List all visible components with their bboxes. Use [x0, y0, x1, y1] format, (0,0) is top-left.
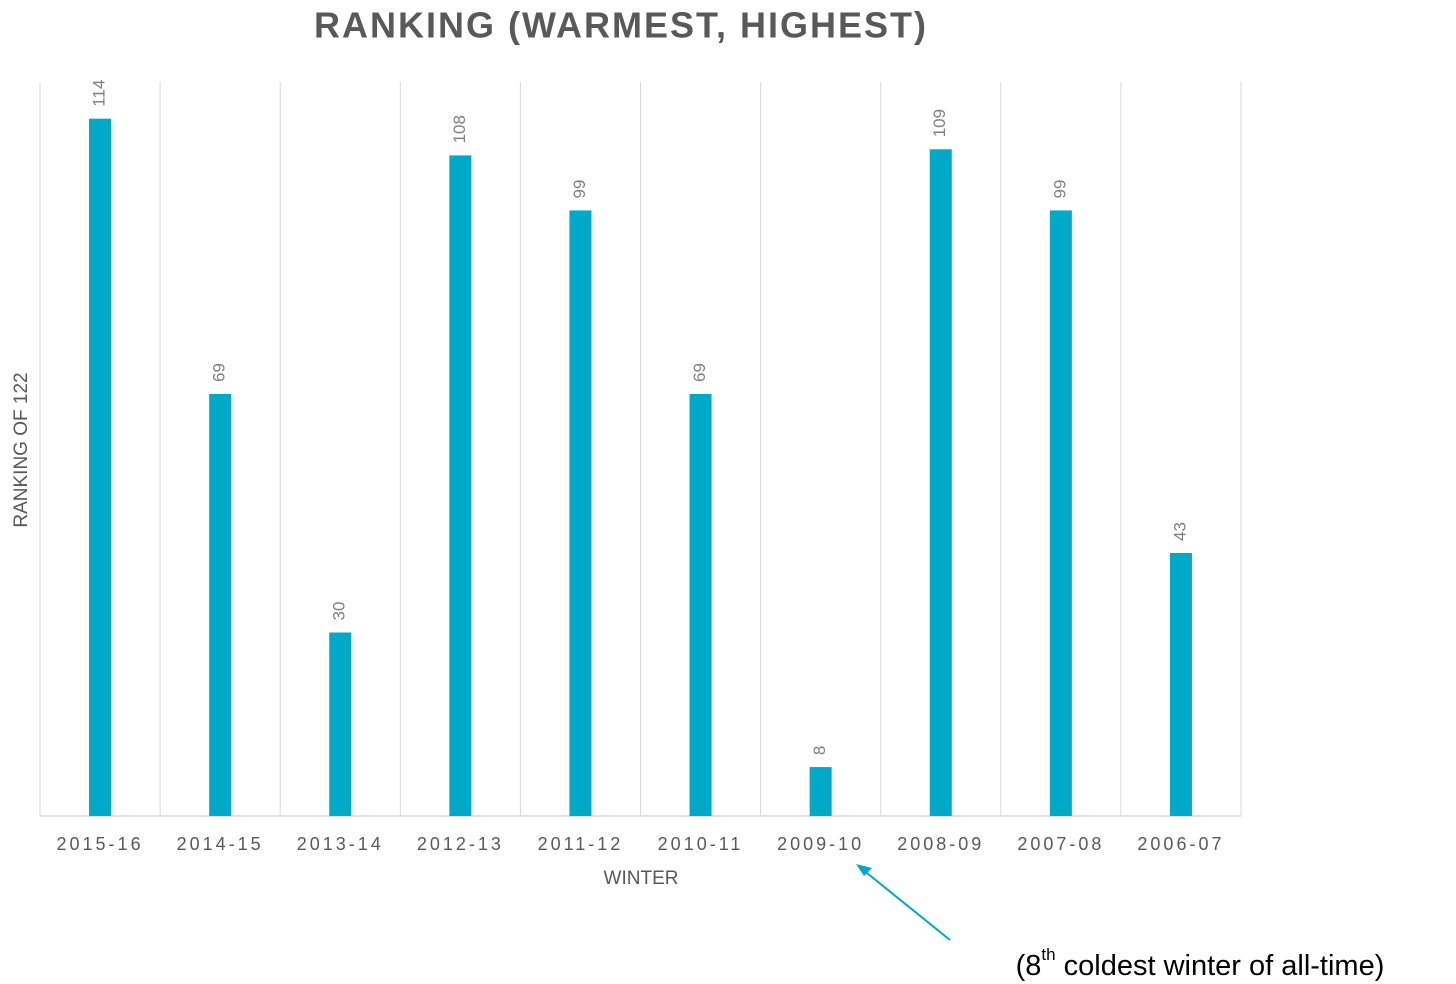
data-label: 43 [1170, 522, 1189, 541]
bar [1049, 210, 1072, 816]
data-label: 30 [330, 602, 349, 621]
data-label: 108 [450, 115, 469, 143]
x-tick-label: 2009-10 [777, 834, 864, 854]
data-label: 69 [210, 363, 229, 382]
annotation-text: (8 [1016, 950, 1042, 982]
data-label: 69 [690, 363, 709, 382]
annotation-superscript: th [1041, 945, 1055, 964]
bar [929, 149, 952, 817]
bar [89, 118, 112, 816]
data-label: 109 [930, 109, 949, 137]
bar [809, 767, 832, 816]
bar [569, 210, 592, 816]
x-tick-label: 2006-07 [1137, 834, 1224, 854]
x-axis-label: WINTER [604, 868, 679, 889]
bar [449, 155, 472, 816]
bar [209, 393, 232, 816]
x-tick-label: 2011-12 [538, 834, 624, 854]
y-axis-label: RANKING OF 122 [11, 372, 32, 527]
x-tick-label: 2015-16 [57, 834, 144, 854]
x-tick-label: 2012-13 [417, 834, 504, 854]
x-tick-label: 2010-11 [658, 834, 744, 854]
annotation-text: coldest winter of all-time) [1056, 950, 1385, 982]
x-tick-label: 2007-08 [1017, 834, 1104, 854]
annotation-arrow [861, 868, 951, 941]
annotation-arrowhead [856, 864, 872, 876]
data-label: 99 [570, 180, 589, 199]
bar [329, 632, 352, 816]
x-tick-label: 2013-14 [297, 834, 384, 854]
data-label: 99 [1050, 180, 1069, 199]
chart-title: RANKING (WARMEST, HIGHEST) [314, 5, 928, 46]
bar [689, 393, 712, 816]
bar [1169, 552, 1192, 816]
data-label: 114 [90, 80, 109, 107]
annotation: (8th coldest winter of all-time) [1016, 945, 1385, 981]
x-tick-label: 2008-09 [897, 834, 984, 854]
data-label: 8 [810, 746, 829, 755]
x-tick-label: 2014-15 [177, 834, 264, 854]
